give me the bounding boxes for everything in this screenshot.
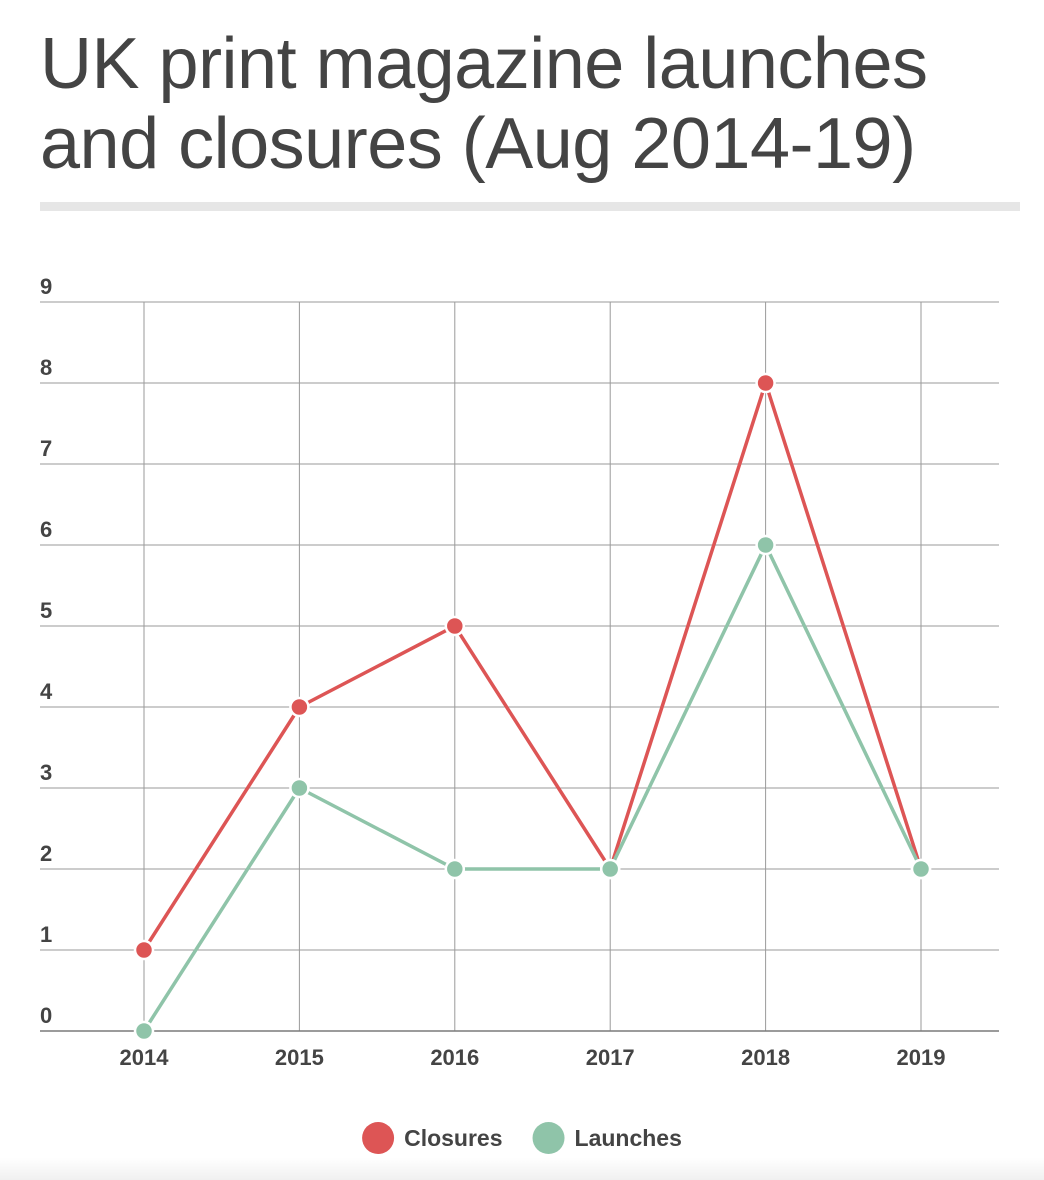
data-point-launches-2017[interactable] [599, 858, 621, 880]
legend-label: Launches [575, 1125, 682, 1151]
series-lines [142, 381, 923, 1032]
data-point-closures-2014[interactable] [133, 939, 155, 961]
vertical-gridlines [143, 302, 922, 1031]
y-tick-label: 6 [40, 517, 52, 542]
y-tick-label: 5 [40, 598, 52, 623]
y-tick-label: 1 [40, 922, 52, 947]
y-tick-label: 8 [40, 355, 52, 380]
data-point-launches-2018[interactable] [755, 534, 776, 556]
legend: Closures Launches [362, 1122, 682, 1154]
data-point-launches-2016[interactable] [444, 858, 466, 880]
title-divider [40, 202, 1020, 211]
x-axis-tick-labels: 2014 2015 2016 2017 2018 2019 [120, 1045, 946, 1070]
x-tick-label: 2015 [275, 1045, 324, 1070]
data-point-closures-2015[interactable] [289, 696, 310, 718]
data-point-launches-2014[interactable] [133, 1020, 155, 1042]
horizontal-gridlines [40, 301, 999, 1032]
y-tick-label: 3 [40, 760, 52, 785]
bottom-edge-shadow [0, 1158, 1044, 1180]
data-point-launches-2019[interactable] [910, 858, 932, 880]
y-tick-label: 9 [40, 274, 52, 299]
data-point-closures-2018[interactable] [755, 372, 776, 394]
series-line-launches [142, 543, 923, 1032]
data-point-closures-2016[interactable] [444, 615, 466, 637]
y-axis-tick-labels: 0 1 2 3 4 5 6 7 8 9 [40, 274, 53, 1028]
legend-swatch [532, 1122, 565, 1154]
x-tick-label: 2017 [586, 1045, 635, 1070]
legend-swatch [362, 1122, 395, 1154]
chart-title: UK print magazine launches and closures … [40, 24, 928, 184]
x-tick-label: 2016 [430, 1045, 479, 1070]
y-tick-label: 2 [40, 841, 52, 866]
x-tick-label: 2014 [120, 1045, 170, 1070]
y-tick-label: 7 [40, 436, 52, 461]
legend-item-closures[interactable]: Closures [362, 1122, 503, 1154]
data-point-launches-2015[interactable] [289, 777, 310, 799]
y-tick-label: 0 [40, 1003, 52, 1028]
x-tick-label: 2019 [897, 1045, 946, 1070]
series-points [133, 372, 932, 1042]
x-tick-label: 2018 [741, 1045, 790, 1070]
legend-item-launches[interactable]: Launches [532, 1122, 682, 1154]
series-line-closures [142, 381, 923, 951]
y-tick-label: 4 [40, 679, 53, 704]
legend-label: Closures [404, 1125, 502, 1151]
